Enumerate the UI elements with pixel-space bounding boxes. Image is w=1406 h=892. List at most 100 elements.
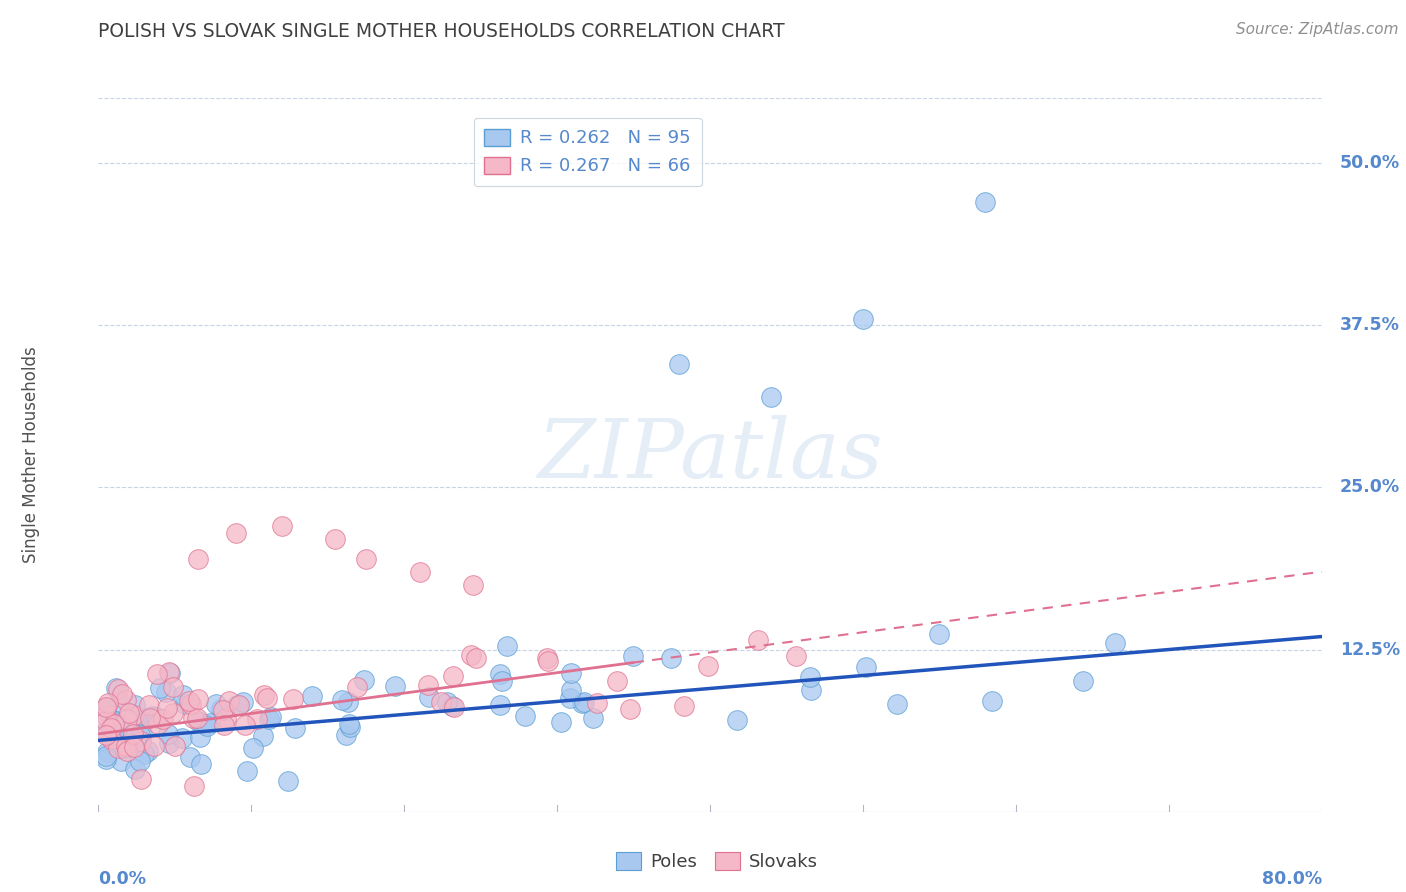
Poles bbox=[571, 696, 593, 710]
Poles bbox=[145, 709, 167, 723]
Slovaks bbox=[461, 577, 484, 591]
Poles bbox=[661, 651, 683, 665]
Slovaks bbox=[162, 680, 184, 694]
Slovaks bbox=[408, 565, 430, 579]
Poles bbox=[353, 673, 375, 687]
Slovaks bbox=[152, 713, 174, 727]
Poles bbox=[204, 697, 226, 711]
Poles bbox=[94, 724, 117, 739]
Poles bbox=[852, 311, 875, 326]
Slovaks bbox=[186, 691, 208, 706]
Legend: Poles, Slovaks: Poles, Slovaks bbox=[609, 846, 825, 879]
Poles bbox=[759, 390, 782, 404]
Slovaks bbox=[673, 698, 696, 713]
Slovaks bbox=[418, 678, 440, 692]
Poles bbox=[440, 699, 463, 714]
Poles bbox=[337, 717, 360, 731]
Poles bbox=[226, 698, 249, 712]
Slovaks bbox=[94, 708, 117, 723]
Poles bbox=[572, 695, 595, 709]
Slovaks bbox=[180, 697, 202, 711]
Poles bbox=[200, 716, 222, 731]
Poles bbox=[194, 716, 217, 731]
Poles bbox=[94, 748, 117, 763]
Poles bbox=[260, 710, 283, 724]
Poles bbox=[124, 698, 146, 712]
Slovaks bbox=[785, 648, 807, 663]
Poles bbox=[1071, 674, 1094, 689]
Poles bbox=[141, 709, 163, 723]
Slovaks bbox=[156, 700, 179, 714]
Slovaks bbox=[256, 690, 278, 705]
Poles bbox=[335, 728, 357, 742]
Poles bbox=[103, 738, 125, 752]
Slovaks bbox=[253, 688, 276, 702]
Slovaks bbox=[443, 699, 465, 714]
Slovaks bbox=[163, 739, 186, 753]
Poles bbox=[257, 712, 280, 726]
Slovaks bbox=[139, 711, 162, 725]
Poles bbox=[94, 705, 117, 719]
Poles bbox=[174, 697, 197, 711]
Text: Single Mother Households: Single Mother Households bbox=[22, 347, 41, 563]
Poles bbox=[94, 701, 117, 715]
Slovaks bbox=[325, 533, 347, 547]
Slovaks bbox=[115, 712, 138, 726]
Poles bbox=[107, 718, 129, 732]
Text: 37.5%: 37.5% bbox=[1340, 316, 1400, 334]
Slovaks bbox=[212, 717, 235, 731]
Poles bbox=[155, 684, 177, 698]
Poles bbox=[623, 649, 645, 664]
Poles bbox=[131, 727, 153, 741]
Poles bbox=[339, 720, 361, 734]
Slovaks bbox=[354, 551, 377, 566]
Poles bbox=[112, 723, 135, 737]
Poles bbox=[277, 773, 299, 788]
Slovaks bbox=[142, 739, 165, 754]
Slovaks bbox=[114, 693, 136, 707]
Slovaks bbox=[225, 525, 247, 540]
Poles bbox=[94, 752, 117, 766]
Poles bbox=[157, 736, 180, 750]
Slovaks bbox=[536, 651, 558, 665]
Slovaks bbox=[537, 654, 560, 668]
Text: 80.0%: 80.0% bbox=[1261, 870, 1322, 888]
Slovaks bbox=[586, 696, 609, 710]
Slovaks bbox=[281, 692, 304, 706]
Poles bbox=[513, 709, 536, 723]
Poles bbox=[560, 690, 582, 705]
Slovaks bbox=[103, 717, 125, 731]
Text: 0.0%: 0.0% bbox=[98, 870, 146, 888]
Slovaks bbox=[211, 703, 233, 717]
Slovaks bbox=[696, 658, 718, 673]
Poles bbox=[974, 194, 997, 209]
Poles bbox=[112, 741, 135, 756]
Slovaks bbox=[619, 702, 641, 716]
Poles bbox=[981, 693, 1004, 707]
Poles bbox=[156, 727, 179, 741]
Slovaks bbox=[118, 706, 141, 721]
Slovaks bbox=[115, 739, 138, 753]
Poles bbox=[725, 713, 748, 727]
Slovaks bbox=[146, 717, 169, 731]
Poles bbox=[132, 711, 155, 725]
Poles bbox=[496, 639, 519, 653]
Slovaks bbox=[460, 648, 482, 662]
Slovaks bbox=[181, 711, 204, 725]
Poles bbox=[489, 698, 512, 713]
Poles bbox=[190, 757, 212, 772]
Poles bbox=[886, 697, 908, 711]
Poles bbox=[104, 714, 127, 728]
Poles bbox=[301, 689, 323, 703]
Poles bbox=[188, 730, 211, 744]
Poles bbox=[800, 682, 823, 697]
Poles bbox=[418, 690, 440, 705]
Slovaks bbox=[186, 711, 208, 725]
Slovaks bbox=[246, 713, 269, 727]
Poles bbox=[108, 715, 131, 730]
Poles bbox=[96, 745, 118, 759]
Text: 25.0%: 25.0% bbox=[1340, 478, 1400, 496]
Slovaks bbox=[122, 740, 145, 755]
Slovaks bbox=[162, 706, 184, 720]
Text: 12.5%: 12.5% bbox=[1340, 640, 1400, 658]
